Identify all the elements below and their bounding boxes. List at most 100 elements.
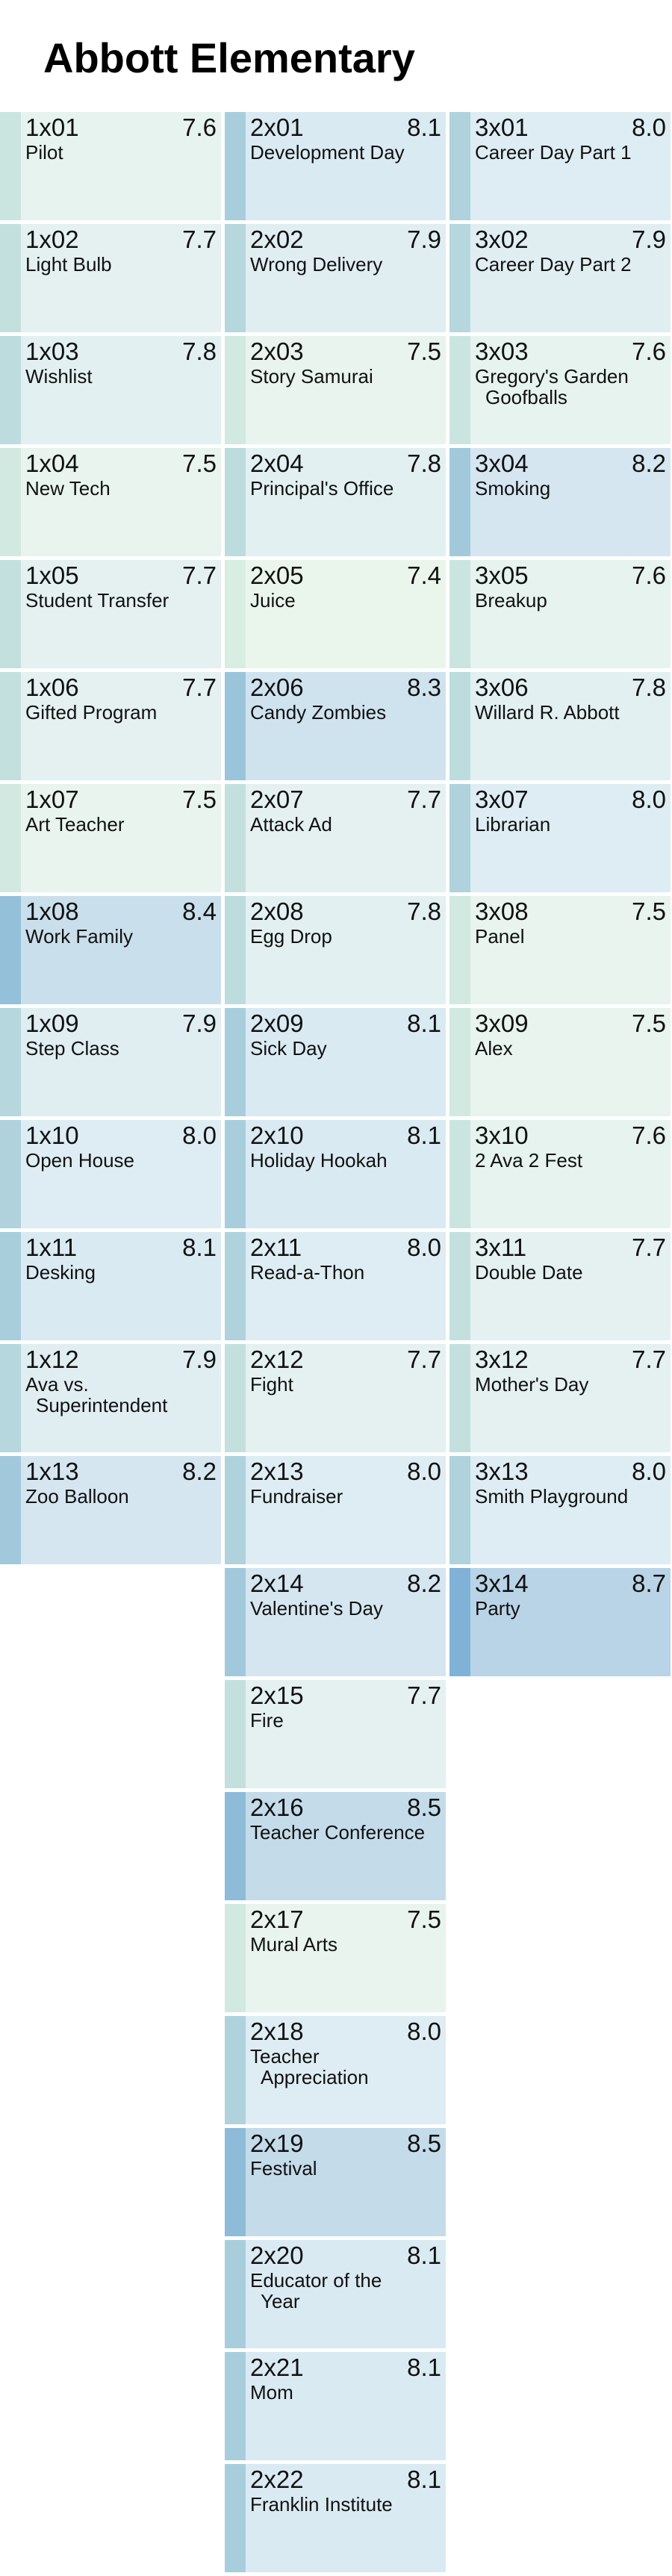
episode-cell-background bbox=[225, 2464, 446, 2572]
episode-title: Breakup bbox=[475, 589, 547, 612]
episode-title-line: Ava vs. bbox=[25, 1373, 89, 1396]
episode-title: Holiday Hookah bbox=[250, 1149, 388, 1172]
episode-title-line: Educator of the bbox=[250, 2269, 382, 2292]
episode-title: Mural Arts bbox=[250, 1933, 337, 1956]
episode-rating-bar bbox=[449, 784, 470, 892]
episode-rating-bar bbox=[225, 2240, 246, 2348]
episode-rating: 8.1 bbox=[407, 2353, 441, 2381]
episode-rating-bar bbox=[0, 560, 21, 668]
episode-title: Fight bbox=[250, 1373, 294, 1396]
episode-title: Mother's Day bbox=[475, 1373, 588, 1396]
episode-rating-bar bbox=[0, 1008, 21, 1116]
episode-cell-background bbox=[225, 1232, 446, 1340]
episode-rating-bar bbox=[0, 1344, 21, 1452]
episode-rating-bar bbox=[449, 560, 470, 668]
episode-cell: 2x05 7.4 Juice bbox=[225, 560, 446, 668]
episode-cell: 1x02 7.7 Light Bulb bbox=[0, 224, 221, 332]
episode-rating-bar bbox=[225, 1568, 246, 1676]
episode-code: 2x03 bbox=[250, 337, 304, 365]
episode-code: 1x10 bbox=[25, 1121, 79, 1149]
episode-code: 3x11 bbox=[475, 1233, 526, 1261]
episode-code: 3x08 bbox=[475, 897, 529, 925]
episode-cell-background bbox=[225, 672, 446, 780]
episode-rating: 8.5 bbox=[407, 1793, 441, 1821]
episode-rating-bar bbox=[449, 1456, 470, 1564]
episode-title: Career Day Part 2 bbox=[475, 253, 632, 276]
episode-cell-background bbox=[0, 896, 221, 1004]
episode-cell-background bbox=[0, 1344, 221, 1452]
episode-cell-background bbox=[0, 672, 221, 780]
episode-rating: 7.7 bbox=[407, 1681, 441, 1709]
episode-rating-bar bbox=[0, 896, 21, 1004]
episode-code: 2x06 bbox=[250, 673, 304, 701]
episode-title: Art Teacher bbox=[25, 813, 125, 836]
episode-rating-bar bbox=[449, 448, 470, 556]
episode-title: Story Samurai bbox=[250, 365, 373, 388]
episode-cell-background bbox=[225, 1344, 446, 1452]
episode-rating: 7.8 bbox=[407, 449, 441, 477]
episode-cell-background bbox=[225, 1456, 446, 1564]
episode-rating: 8.2 bbox=[632, 449, 666, 477]
episode-code: 3x04 bbox=[475, 449, 529, 477]
episode-code: 2x05 bbox=[250, 561, 304, 589]
episode-code: 2x18 bbox=[250, 2017, 304, 2045]
episode-code: 2x12 bbox=[250, 1345, 304, 1373]
episode-title-line: Year bbox=[261, 2290, 300, 2312]
episode-cell: 3x05 7.6 Breakup bbox=[449, 560, 671, 668]
episode-cell-background bbox=[0, 1008, 221, 1116]
episode-rating-bar bbox=[449, 1120, 470, 1228]
episode-rating-bar bbox=[0, 1232, 21, 1340]
episode-code: 1x06 bbox=[25, 673, 79, 701]
episode-code: 2x07 bbox=[250, 785, 304, 813]
episode-rating: 7.7 bbox=[182, 561, 217, 589]
episode-rating-bar bbox=[449, 224, 470, 332]
episode-code: 2x11 bbox=[250, 1233, 302, 1261]
episode-cell-background bbox=[449, 1568, 671, 1676]
episode-rating-bar bbox=[0, 112, 21, 220]
episode-title: Willard R. Abbott bbox=[475, 701, 620, 724]
episode-title: Read-a-Thon bbox=[250, 1261, 364, 1284]
episode-cell-background bbox=[0, 1120, 221, 1228]
episode-rating: 8.0 bbox=[407, 1233, 441, 1261]
episode-code: 3x02 bbox=[475, 225, 529, 253]
episode-rating: 7.7 bbox=[182, 225, 217, 253]
episode-cell: 1x11 8.1 Desking bbox=[0, 1232, 221, 1340]
episode-rating-bar bbox=[225, 2016, 246, 2124]
episode-cell: 2x14 8.2 Valentine's Day bbox=[225, 1568, 446, 1676]
episode-code: 3x06 bbox=[475, 673, 529, 701]
episode-cell: 2x19 8.5 Festival bbox=[225, 2128, 446, 2236]
episode-rating-bar bbox=[449, 112, 470, 220]
episode-title: Step Class bbox=[25, 1037, 119, 1060]
episode-title-line: Gregory's Garden bbox=[475, 365, 629, 388]
episode-cell: 2x09 8.1 Sick Day bbox=[225, 1008, 446, 1116]
episode-cell-background bbox=[449, 1008, 671, 1116]
episode-cell-background bbox=[449, 784, 671, 892]
episode-rating-bar bbox=[449, 1008, 470, 1116]
episode-rating: 8.2 bbox=[182, 1457, 217, 1485]
episode-rating: 7.5 bbox=[182, 449, 217, 477]
episode-cell-background bbox=[449, 896, 671, 1004]
episode-cell-background bbox=[449, 448, 671, 556]
episode-title: Candy Zombies bbox=[250, 701, 386, 724]
episode-title: Smith Playground bbox=[475, 1485, 628, 1508]
episode-rating-bar bbox=[0, 224, 21, 332]
episode-cell-background bbox=[449, 672, 671, 780]
episode-code: 2x15 bbox=[250, 1681, 304, 1709]
episode-cell: 3x04 8.2 Smoking bbox=[449, 448, 671, 556]
episode-cell-background bbox=[0, 448, 221, 556]
episode-code: 1x03 bbox=[25, 337, 79, 365]
episode-title: Attack Ad bbox=[250, 813, 332, 836]
episode-code: 3x14 bbox=[475, 1569, 529, 1597]
episode-cell-background bbox=[225, 896, 446, 1004]
episode-cell-background bbox=[449, 336, 671, 444]
episode-rating: 7.9 bbox=[182, 1345, 217, 1373]
episode-rating: 8.7 bbox=[632, 1569, 666, 1597]
episode-rating: 8.5 bbox=[407, 2129, 441, 2157]
episode-title: Principal's Office bbox=[250, 477, 393, 500]
episode-rating-bar bbox=[449, 1344, 470, 1452]
episode-rating: 7.9 bbox=[407, 225, 441, 253]
episode-title: 2 Ava 2 Fest bbox=[475, 1149, 583, 1172]
episode-cell-background bbox=[0, 336, 221, 444]
